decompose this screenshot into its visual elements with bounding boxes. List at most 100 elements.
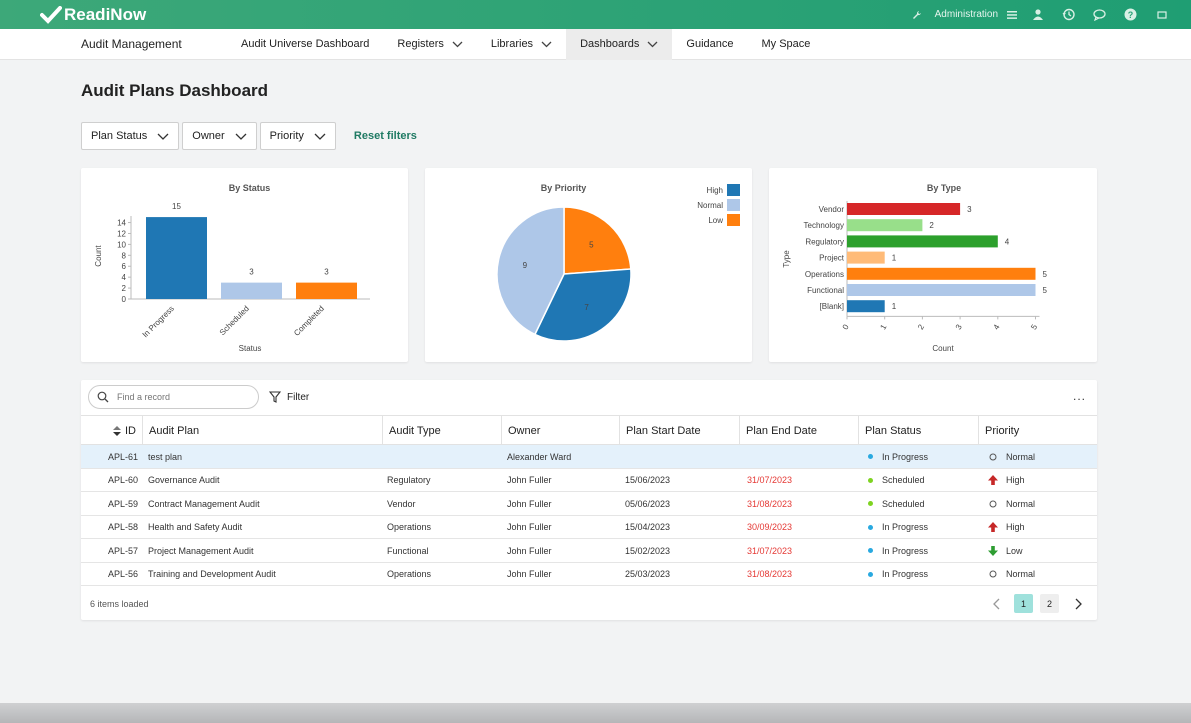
nav-guidance[interactable]: Guidance bbox=[672, 29, 747, 60]
nav-dashboards[interactable]: Dashboards bbox=[566, 28, 673, 60]
nav-registers[interactable]: Registers bbox=[383, 29, 476, 60]
search-icon bbox=[97, 391, 109, 403]
table-row[interactable]: APL-59 Contract Management Audit Vendor Joh… bbox=[81, 492, 1097, 516]
nav-audit-universe-dashboard[interactable]: Audit Universe Dashboard bbox=[227, 29, 383, 60]
cell-plan-start-date: 15/02/2023 bbox=[625, 545, 671, 556]
y-tick-label: 10 bbox=[117, 240, 126, 249]
table-row[interactable]: APL-58 Health and Safety Audit Operations J… bbox=[81, 516, 1097, 539]
column-label: Audit Type bbox=[389, 424, 441, 437]
y-tick-label: [Blank] bbox=[820, 302, 844, 311]
cell-audit-type: Functional bbox=[387, 545, 429, 556]
filter-label: Priority bbox=[269, 130, 304, 142]
cell-owner: John Fuller bbox=[507, 522, 552, 532]
cell-id: APL-59 bbox=[108, 498, 139, 509]
chevron-down-icon bbox=[157, 133, 169, 140]
column-header-id[interactable]: ID bbox=[81, 416, 142, 445]
priority-label: Low bbox=[1006, 545, 1023, 556]
priority-filter[interactable]: Priority bbox=[259, 122, 336, 150]
cell-owner: Alexander Ward bbox=[507, 451, 572, 462]
page-title: Audit Plans Dashboard bbox=[81, 81, 269, 100]
cell-audit-type: Regulatory bbox=[387, 475, 431, 485]
status-chart-card: By Status 0 2 4 6 8 10 12 14 15 In Progress 3 Sched… bbox=[81, 168, 408, 362]
owner-filter[interactable]: Owner bbox=[182, 122, 257, 150]
nav-libraries[interactable]: Libraries bbox=[477, 29, 566, 60]
status-label: Scheduled bbox=[882, 498, 925, 509]
bar bbox=[847, 203, 961, 215]
x-axis-title: Status bbox=[239, 344, 262, 353]
cell-plan-status: In Progress bbox=[868, 563, 928, 586]
circle-outline-icon bbox=[989, 570, 997, 578]
search-box[interactable] bbox=[88, 385, 259, 409]
priority-chart-card: By Priority 5 7 9 High Normal Low bbox=[425, 168, 752, 362]
more-options-icon[interactable]: ... bbox=[1072, 389, 1086, 403]
bar bbox=[146, 217, 207, 299]
y-axis-title: Count bbox=[94, 245, 103, 267]
cell-plan-end-date: 30/09/2023 bbox=[747, 522, 793, 532]
search-input[interactable] bbox=[117, 392, 237, 402]
y-tick-label: Operations bbox=[805, 270, 844, 279]
table-row[interactable]: APL-57 Project Management Audit Functional… bbox=[81, 539, 1097, 563]
legend-label: Normal bbox=[697, 201, 723, 210]
column-header-plan-end-date[interactable]: Plan End Date bbox=[739, 416, 858, 445]
nav-label: My Space bbox=[761, 38, 811, 50]
bar bbox=[221, 282, 282, 299]
arrow-down-icon bbox=[988, 545, 998, 556]
cell-audit-plan: test plan bbox=[148, 451, 183, 462]
bar bbox=[847, 300, 885, 313]
y-tick-label: Regulatory bbox=[805, 237, 844, 246]
plan-status-filter[interactable]: Plan Status bbox=[81, 122, 180, 150]
filter-icon bbox=[269, 391, 281, 403]
cell-plan-status: In Progress bbox=[868, 445, 928, 468]
column-header-plan-status[interactable]: Plan Status bbox=[858, 416, 978, 445]
cell-plan-start-date: 05/06/2023 bbox=[625, 498, 671, 509]
page-button-2[interactable]: 2 bbox=[1040, 594, 1059, 613]
wrench-icon[interactable] bbox=[902, 0, 933, 29]
pagination: 1 2 bbox=[992, 594, 1083, 613]
expand-icon[interactable] bbox=[1146, 0, 1177, 29]
table-row[interactable]: APL-60 Governance Audit Regulatory John Ful… bbox=[81, 469, 1097, 492]
circle-outline-icon bbox=[989, 500, 997, 507]
help-icon[interactable]: ? bbox=[1115, 0, 1146, 29]
cell-id: APL-61 bbox=[108, 451, 139, 462]
app-logo[interactable]: ReadiNow bbox=[40, 5, 146, 25]
column-header-owner[interactable]: Owner bbox=[501, 416, 619, 445]
x-tick-label: 0 bbox=[841, 322, 851, 331]
cell-plan-end-date: 31/07/2023 bbox=[747, 545, 793, 556]
nav-my-space[interactable]: My Space bbox=[747, 29, 824, 60]
table-row[interactable]: APL-56 Training and Development Audit Oper… bbox=[81, 563, 1097, 586]
next-page-icon[interactable] bbox=[1073, 598, 1083, 610]
reset-filters-link[interactable]: Reset filters bbox=[353, 130, 417, 142]
cell-audit-type: Operations bbox=[387, 569, 432, 579]
grid-header: ID Audit Plan Audit Type Owner Plan Star… bbox=[81, 415, 1097, 445]
bar-value-label: 5 bbox=[1043, 270, 1048, 279]
bar bbox=[847, 235, 998, 248]
column-header-audit-plan[interactable]: Audit Plan bbox=[142, 416, 382, 445]
user-icon[interactable] bbox=[1022, 0, 1053, 29]
cell-owner: John Fuller bbox=[507, 475, 552, 485]
x-tick-label: 4 bbox=[992, 322, 1002, 331]
history-icon[interactable] bbox=[1053, 0, 1084, 29]
bar-value-label: 1 bbox=[892, 302, 897, 311]
grid-filter-button[interactable]: Filter bbox=[269, 391, 309, 403]
x-axis-title: Count bbox=[932, 344, 954, 353]
y-tick-label: Functional bbox=[807, 286, 844, 295]
table-row[interactable]: APL-61 test plan Alexander Ward In Progress… bbox=[81, 445, 1097, 469]
page-button-1[interactable]: 1 bbox=[1014, 594, 1033, 613]
column-header-audit-type[interactable]: Audit Type bbox=[382, 416, 501, 445]
nav-label: Registers bbox=[397, 38, 444, 50]
administration-link[interactable]: Administration bbox=[934, 9, 998, 20]
chat-icon[interactable] bbox=[1084, 0, 1115, 29]
cell-plan-end-date: 31/07/2023 bbox=[747, 475, 793, 485]
bar-value-label: 15 bbox=[172, 202, 181, 211]
cell-plan-end-date: 31/08/2023 bbox=[747, 498, 793, 509]
y-tick-label: Project bbox=[819, 254, 845, 263]
column-header-priority[interactable]: Priority bbox=[978, 416, 1097, 445]
cell-plan-status: Scheduled bbox=[868, 492, 925, 515]
arrow-up-icon bbox=[988, 522, 998, 532]
column-header-plan-start-date[interactable]: Plan Start Date bbox=[619, 416, 739, 445]
menu-icon[interactable] bbox=[1002, 0, 1022, 29]
cell-plan-start-date: 15/06/2023 bbox=[625, 475, 671, 485]
cell-id: APL-56 bbox=[108, 569, 139, 579]
previous-page-icon[interactable] bbox=[992, 598, 1002, 610]
x-tick-label: Completed bbox=[292, 304, 326, 338]
